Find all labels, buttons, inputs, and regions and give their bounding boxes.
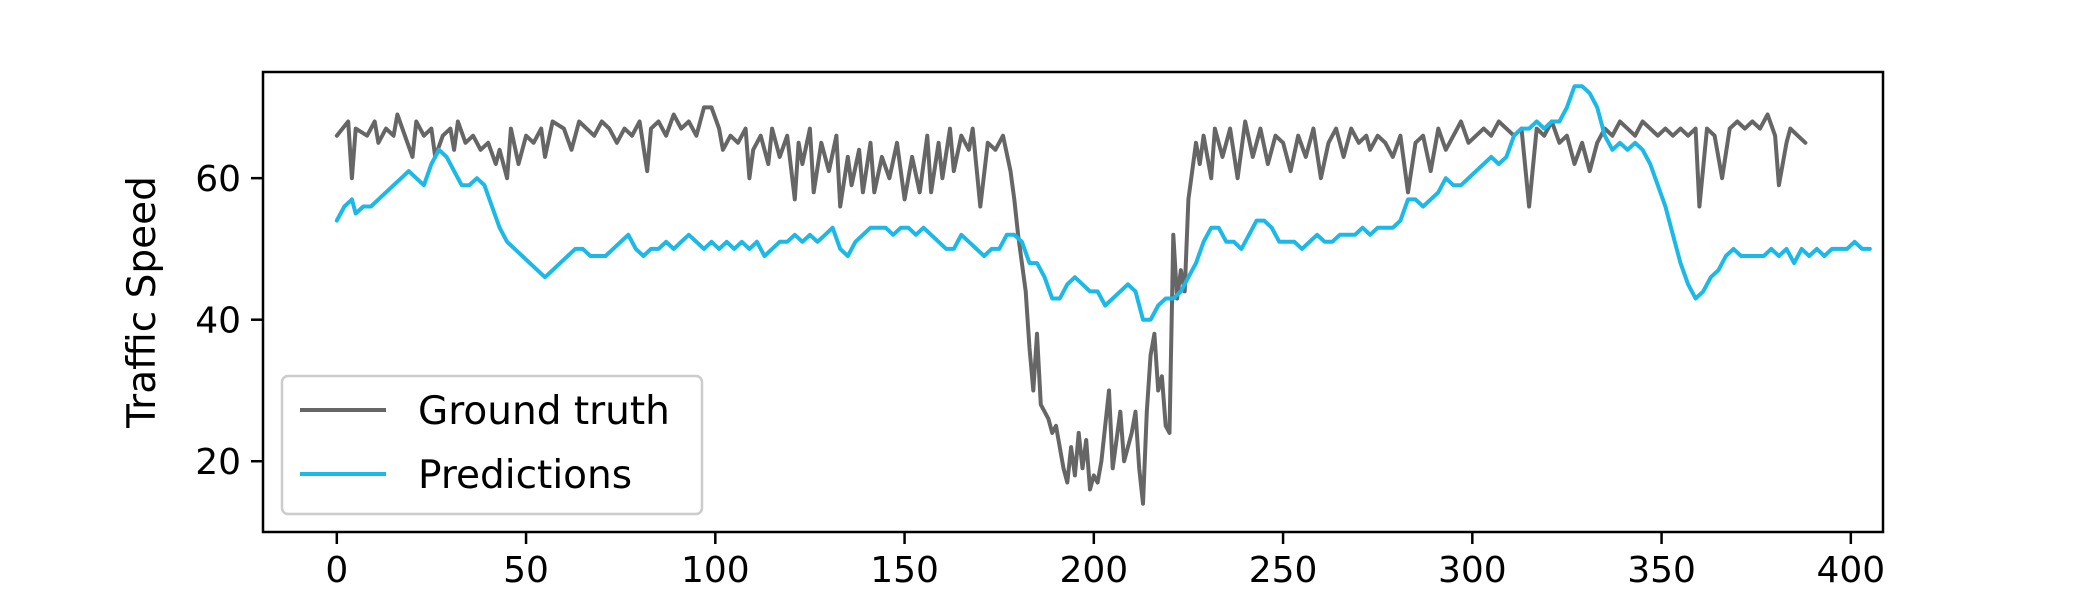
x-tick-label: 250: [1249, 550, 1318, 591]
legend-box: [280, 374, 704, 516]
series-line-ground-truth: [334, 105, 1808, 506]
x-axis: 0 50 100 150 200 250 300 350 400: [325, 532, 1885, 591]
y-tick-label: 20: [195, 442, 241, 483]
series-line-predictions: [334, 84, 1872, 322]
plot-frame: [261, 70, 1885, 534]
x-tick-label: 200: [1059, 550, 1128, 591]
legend-label-ground-truth: Ground truth: [418, 389, 670, 434]
x-tick-label: 0: [325, 550, 348, 591]
x-tick-label: 300: [1438, 550, 1507, 591]
plot-lines: [334, 84, 1872, 506]
y-tick-label: 40: [195, 301, 241, 342]
y-tick-label: 60: [195, 159, 241, 200]
x-tick-label: 50: [503, 550, 549, 591]
legend-label-predictions: Predictions: [418, 453, 632, 498]
x-tick-label: 350: [1627, 550, 1696, 591]
y-axis-title: Traffic Speed: [120, 176, 165, 429]
x-tick-label: 400: [1816, 550, 1885, 591]
x-tick-label: 150: [870, 550, 939, 591]
legend: Ground truth Predictions: [280, 374, 704, 516]
x-tick-label: 100: [681, 550, 750, 591]
y-axis: 20 40 60: [195, 159, 263, 483]
